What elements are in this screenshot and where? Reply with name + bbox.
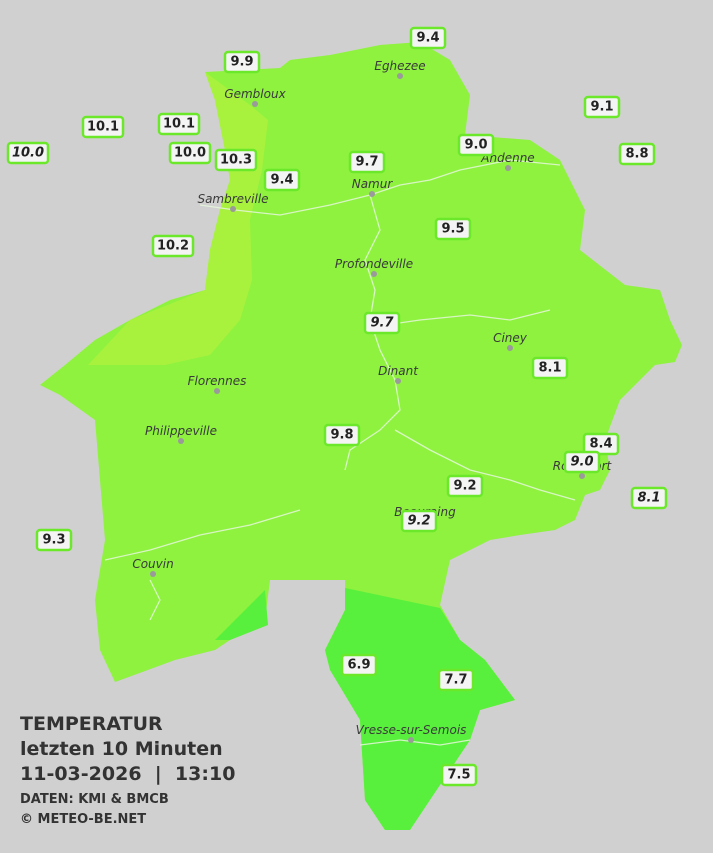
station-box (563, 450, 601, 474)
town-name: Eghezee (374, 59, 425, 73)
station-value: 9.1 (590, 100, 613, 115)
station-value: 9.5 (441, 222, 464, 237)
station-box (263, 168, 301, 192)
station-box (583, 95, 621, 119)
legend-copyright: © METEO-BE.NET (20, 812, 146, 827)
station-box (348, 150, 386, 174)
station-box (157, 112, 201, 136)
river (359, 739, 471, 746)
station-box (35, 528, 73, 552)
station-box (582, 432, 620, 456)
town-dot (395, 378, 401, 384)
station-value: 9.7 (370, 316, 394, 331)
station-value: 10.1 (163, 117, 195, 132)
town-dot (178, 438, 184, 444)
town-name: Profondeville (335, 257, 413, 271)
station-value: 9.9 (230, 55, 253, 70)
station-box (214, 148, 258, 172)
station-box (531, 356, 569, 380)
town-dot (507, 345, 513, 351)
town-dot (579, 473, 585, 479)
cool-zone (325, 588, 515, 830)
station-value: 9.8 (330, 428, 353, 443)
station-box (323, 423, 361, 447)
station-box (457, 133, 495, 157)
legend-source: DATEN: KMI & BMCB (20, 792, 169, 807)
station-value: 10.0 (12, 146, 44, 161)
station-value: 9.4 (270, 173, 293, 188)
station-box (151, 234, 195, 258)
river (199, 159, 561, 216)
warm-zone (88, 72, 268, 365)
station-value: 10.1 (87, 120, 119, 135)
town-name: Namur (352, 177, 394, 191)
station-box (400, 509, 438, 533)
station-box (630, 486, 668, 510)
town-name: Philippeville (145, 424, 217, 438)
station-value: 9.0 (464, 138, 487, 153)
station-value: 8.1 (538, 361, 561, 376)
station-box (340, 653, 378, 677)
province-area (40, 42, 682, 830)
rivers (104, 159, 576, 746)
town-dot (252, 101, 258, 107)
station-value: 10.3 (220, 153, 252, 168)
town-name: Vresse-sur-Semois (356, 723, 467, 737)
town-dot (408, 737, 414, 743)
station-box (363, 311, 401, 335)
town-name: Dinant (378, 364, 419, 378)
station-value: 7.7 (444, 673, 467, 688)
station-value: 9.2 (407, 514, 430, 529)
station-value: 10.2 (157, 239, 189, 254)
town-dot (397, 73, 403, 79)
town-dot (369, 191, 375, 197)
station-box (446, 474, 484, 498)
station-value: 8.1 (637, 491, 660, 506)
town-dot (505, 165, 511, 171)
station-value: 7.5 (447, 768, 470, 783)
station-value: 9.3 (42, 533, 65, 548)
legend-subtitle: letzten 10 Minuten (20, 738, 223, 760)
station-value: 9.0 (570, 455, 593, 470)
town-dot (150, 571, 156, 577)
town-dot (214, 388, 220, 394)
town-name: Couvin (132, 557, 173, 571)
town-dot (371, 271, 377, 277)
town-name: Ciney (493, 331, 528, 345)
legend-datetime: 11-03-2026 | 13:10 (20, 763, 235, 785)
station-value: 9.4 (416, 31, 439, 46)
station-value: 10.0 (174, 146, 206, 161)
station-value: 9.2 (453, 479, 476, 494)
station-box (81, 115, 125, 139)
legend-title: TEMPERATUR (20, 713, 163, 735)
river (394, 429, 576, 501)
town-name: Andenne (480, 151, 534, 165)
town-name: Gembloux (224, 87, 286, 101)
station-value: 8.4 (589, 437, 612, 452)
station-box (437, 668, 475, 692)
town-name: Florennes (188, 374, 247, 388)
station-box (440, 763, 478, 787)
station-box (434, 217, 472, 241)
station-value: 6.9 (347, 658, 370, 673)
station-box (223, 50, 261, 74)
station-box (168, 141, 212, 165)
stations: 9.4 9.9 9.1 10.1 10.1 9.0 10.0 10.0 10.3 9.7 8.8 9.… (6, 26, 668, 787)
station-box (618, 142, 656, 166)
river (384, 309, 551, 326)
river (149, 579, 161, 621)
town-dot (230, 206, 236, 212)
station-value: 8.8 (625, 147, 648, 162)
station-box (6, 141, 50, 165)
cool-zone (215, 590, 268, 640)
river (344, 194, 401, 471)
station-value: 9.7 (355, 155, 378, 170)
river (104, 509, 301, 561)
town-name: Sambreville (197, 192, 268, 206)
station-box (409, 26, 447, 50)
